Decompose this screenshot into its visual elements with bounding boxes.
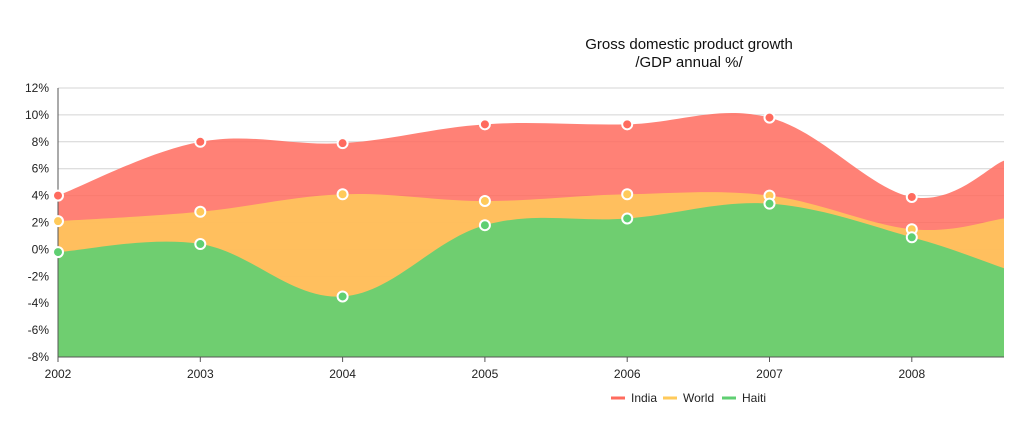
area-haiti — [58, 203, 1004, 357]
data-point-haiti — [336, 290, 349, 303]
y-tick-label: 0% — [32, 242, 50, 256]
data-point-world — [194, 205, 207, 218]
y-tick-label: -2% — [28, 269, 50, 283]
x-tick-label: 2004 — [329, 367, 356, 381]
y-tick-label: -6% — [28, 323, 50, 337]
legend-label-haiti: Haiti — [742, 391, 766, 405]
legend-label-world: World — [683, 391, 714, 405]
data-point-haiti — [905, 231, 918, 244]
axis-layer: 12% 10% 8% 6% 4% 2% 0% -2% -4% -6% -8% 2002 2003 2004… — [25, 81, 1004, 381]
legend: India World Haiti — [611, 391, 766, 405]
y-tick-label: 10% — [25, 108, 49, 122]
chart-title: Gross domestic product growth — [585, 36, 793, 53]
x-tick-label: 2003 — [187, 367, 214, 381]
data-point-haiti — [763, 197, 776, 210]
data-point-india — [763, 111, 776, 124]
data-point-india — [905, 190, 918, 203]
data-point-india — [478, 118, 491, 131]
data-point-world — [621, 188, 634, 201]
x-tick-label: 2002 — [45, 367, 72, 381]
y-tick-label: 6% — [32, 162, 50, 176]
y-tick-label: 2% — [32, 216, 50, 230]
data-point-india — [336, 137, 349, 150]
data-point-india — [52, 189, 64, 202]
y-tick-label: 8% — [32, 135, 50, 149]
data-point-india — [621, 118, 634, 131]
y-tick-label: -4% — [28, 296, 50, 310]
x-tick-label: 2006 — [614, 367, 641, 381]
data-point-world — [52, 215, 64, 228]
data-point-world — [478, 194, 491, 207]
legend-label-india: India — [631, 391, 657, 405]
data-point-world — [336, 188, 349, 201]
y-tick-label: 12% — [25, 81, 49, 95]
data-point-haiti — [478, 219, 491, 232]
y-tick-label: -8% — [28, 350, 50, 364]
y-tick-label: 4% — [32, 189, 50, 203]
data-point-haiti — [52, 246, 64, 259]
chart-subtitle: /GDP annual %/ — [635, 54, 743, 71]
data-point-india — [194, 135, 207, 148]
x-tick-label: 2007 — [756, 367, 783, 381]
x-tick-label: 2008 — [898, 367, 925, 381]
data-point-haiti — [194, 238, 207, 251]
x-tick-label: 2005 — [472, 367, 499, 381]
point-layer — [52, 111, 918, 303]
data-point-haiti — [621, 212, 634, 225]
area-layer — [58, 112, 1004, 357]
